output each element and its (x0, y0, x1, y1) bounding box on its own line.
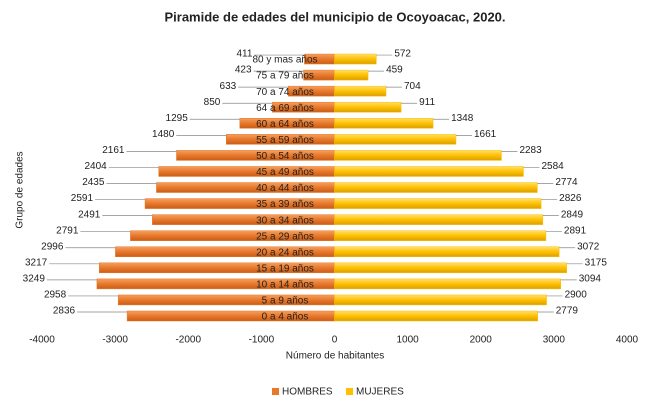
value-label: 423 (235, 65, 252, 76)
value-label: 1348 (451, 113, 474, 124)
bar (334, 53, 377, 65)
category-label: 60 a 64 años (256, 119, 314, 130)
bar (334, 134, 457, 145)
x-tick-label: -3000 (102, 335, 128, 346)
value-label: 3249 (23, 274, 46, 285)
value-label: 459 (386, 65, 403, 76)
value-label: 704 (404, 81, 421, 92)
category-label: 25 a 29 años (256, 231, 314, 242)
value-label: 411 (236, 49, 252, 60)
bar (334, 294, 547, 306)
x-tick-label: 3000 (543, 335, 566, 346)
category-label: 75 a 79 años (256, 71, 314, 82)
value-label: 850 (204, 97, 221, 108)
category-label: 35 a 39 años (256, 199, 314, 210)
x-tick-label: 2000 (470, 335, 493, 346)
legend-swatch (272, 388, 279, 395)
value-label: 2791 (56, 225, 79, 236)
category-label: 15 a 19 años (256, 263, 314, 274)
value-label: 2591 (71, 193, 94, 204)
bar (334, 230, 547, 241)
bar (334, 262, 567, 274)
bar (334, 198, 542, 209)
x-axis-label: Número de habitantes (286, 351, 384, 362)
x-tick-label: -1000 (249, 335, 275, 346)
value-label: 2491 (78, 209, 101, 220)
value-label: 2836 (53, 306, 76, 317)
x-tick-label: 1000 (397, 335, 420, 346)
legend-label: MUJERES (356, 387, 404, 398)
value-label: 3217 (25, 257, 48, 268)
value-label: 2774 (555, 177, 578, 188)
value-label: 2283 (519, 145, 542, 156)
category-label: 50 a 54 años (256, 151, 314, 162)
bar (334, 214, 544, 225)
category-label: 10 a 14 años (256, 280, 314, 291)
bar (334, 310, 538, 322)
category-label: 0 a 4 años (262, 312, 309, 323)
category-label: 5 a 9 años (262, 296, 309, 307)
value-label: 3072 (577, 241, 600, 252)
bar (334, 118, 434, 129)
category-label: 70 a 74 años (256, 87, 314, 98)
category-label: 80 y mas años (252, 55, 317, 66)
value-label: 2435 (82, 177, 105, 188)
x-tick-label: -4000 (29, 335, 55, 346)
bar (334, 278, 561, 290)
chart-title: Piramide de edades del municipio de Ocoy… (164, 9, 505, 24)
value-label: 2958 (44, 290, 67, 301)
category-label: 40 a 44 años (256, 183, 314, 194)
legend-swatch (346, 388, 353, 395)
value-label: 1480 (152, 129, 175, 140)
value-label: 2779 (556, 306, 579, 317)
value-label: 911 (419, 97, 435, 108)
x-tick-label: 4000 (616, 335, 639, 346)
y-axis-label: Grupo de edades (15, 151, 26, 228)
x-tick-label: 0 (332, 335, 338, 346)
bar (334, 69, 369, 81)
value-label: 1295 (166, 113, 189, 124)
legend-label: HOMBRES (282, 387, 333, 398)
value-label: 2900 (565, 290, 588, 301)
category-label: 45 a 49 años (256, 167, 314, 178)
category-label: 64 a 69 años (256, 103, 314, 114)
value-label: 3175 (585, 257, 608, 268)
value-label: 3094 (579, 274, 602, 285)
category-label: 30 a 34 años (256, 215, 314, 226)
value-label: 633 (220, 81, 237, 92)
x-tick-label: -2000 (175, 335, 201, 346)
value-label: 2891 (564, 225, 587, 236)
value-label: 2996 (41, 241, 64, 252)
value-label: 572 (394, 49, 411, 60)
value-label: 2584 (541, 161, 564, 172)
value-label: 2161 (102, 145, 125, 156)
bar (334, 85, 387, 97)
value-label: 2849 (561, 209, 584, 220)
bar (334, 101, 402, 113)
bar (334, 150, 502, 161)
value-label: 1661 (474, 129, 497, 140)
category-label: 20 a 24 años (256, 247, 314, 258)
value-label: 2404 (84, 161, 107, 172)
bar (334, 182, 538, 193)
category-label: 55 a 59 años (256, 135, 314, 146)
value-label: 2826 (559, 193, 582, 204)
bar (334, 246, 560, 258)
bar (334, 166, 524, 177)
